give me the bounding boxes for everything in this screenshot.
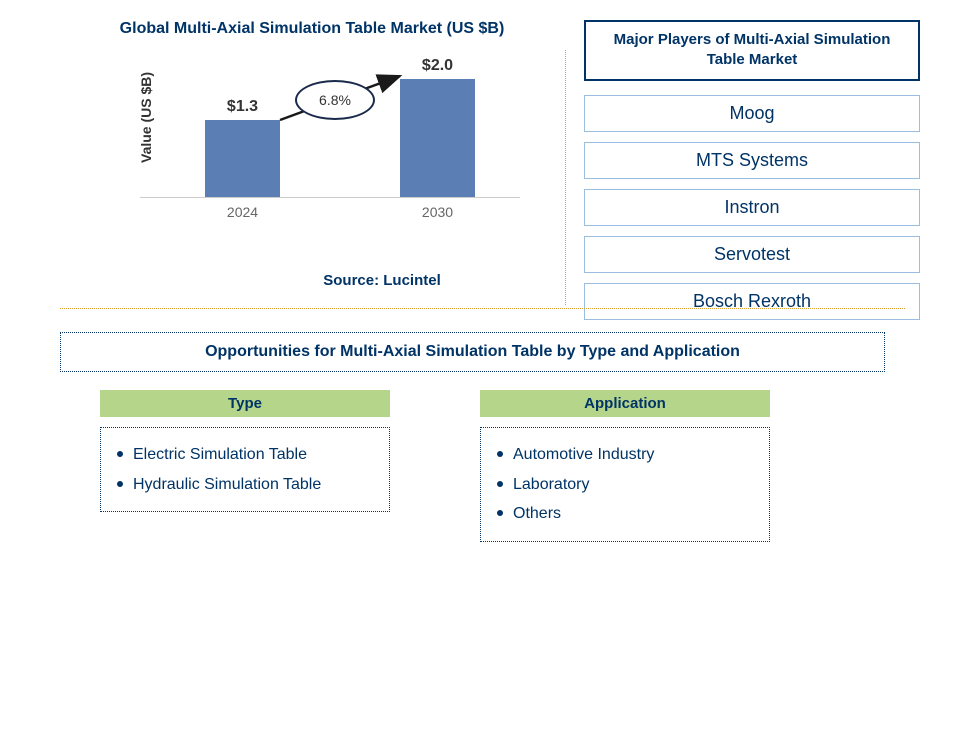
chart-body: Value (US $B) 6.8% $1.3 $2 <box>120 68 564 228</box>
player-item: MTS Systems <box>584 142 920 179</box>
chart-plot: 6.8% $1.3 $2.0 <box>140 68 520 198</box>
list-item: Electric Simulation Table <box>117 440 373 470</box>
opportunities-title: Opportunities for Multi-Axial Simulation… <box>60 332 885 372</box>
horizontal-divider <box>60 308 905 309</box>
list-item-text: Others <box>513 499 561 529</box>
list-item-text: Laboratory <box>513 470 590 500</box>
cagr-badge: 6.8% <box>295 80 375 120</box>
column-header: Type <box>100 390 390 417</box>
bullet-icon <box>497 481 503 487</box>
opportunities-application-column: Application Automotive Industry Laborato… <box>480 390 770 542</box>
bullet-icon <box>117 481 123 487</box>
chart-title: Global Multi-Axial Simulation Table Mark… <box>60 20 564 38</box>
cagr-value: 6.8% <box>319 92 351 108</box>
bullet-icon <box>497 510 503 516</box>
x-tick-label: 2024 <box>205 204 280 220</box>
list-item: Others <box>497 499 753 529</box>
list-item: Hydraulic Simulation Table <box>117 470 373 500</box>
bullet-icon <box>497 451 503 457</box>
players-title: Major Players of Multi-Axial Simulation … <box>584 20 920 81</box>
opportunities-columns: Type Electric Simulation Table Hydraulic… <box>100 390 900 542</box>
list-item-text: Hydraulic Simulation Table <box>133 470 321 500</box>
opportunities-type-column: Type Electric Simulation Table Hydraulic… <box>100 390 390 542</box>
major-players-panel: Major Players of Multi-Axial Simulation … <box>584 20 920 330</box>
column-header: Application <box>480 390 770 417</box>
list-item-text: Electric Simulation Table <box>133 440 307 470</box>
x-tick-label: 2030 <box>400 204 475 220</box>
source-attribution: Source: Lucintel <box>200 272 564 289</box>
bullet-icon <box>117 451 123 457</box>
player-item: Instron <box>584 189 920 226</box>
list-item: Laboratory <box>497 470 753 500</box>
top-region: Global Multi-Axial Simulation Table Mark… <box>0 0 960 340</box>
column-list: Electric Simulation Table Hydraulic Simu… <box>100 427 390 512</box>
list-item-text: Automotive Industry <box>513 440 654 470</box>
list-item: Automotive Industry <box>497 440 753 470</box>
vertical-divider <box>565 50 566 305</box>
opportunities-panel: Opportunities for Multi-Axial Simulation… <box>0 312 960 542</box>
market-chart: Global Multi-Axial Simulation Table Mark… <box>60 20 564 330</box>
chart-x-axis: 2024 2030 <box>140 198 520 223</box>
player-item: Moog <box>584 95 920 132</box>
column-list: Automotive Industry Laboratory Others <box>480 427 770 542</box>
player-item: Servotest <box>584 236 920 273</box>
